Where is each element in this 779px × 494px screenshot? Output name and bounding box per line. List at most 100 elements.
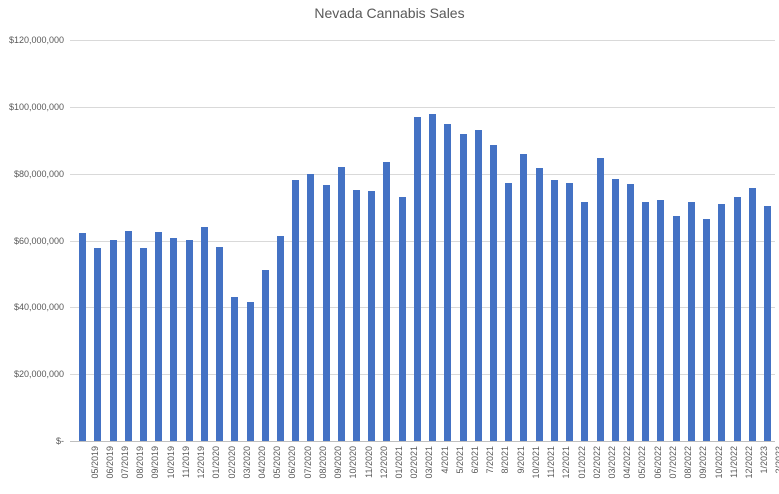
- x-axis-tick-label: 08/2020: [317, 446, 328, 479]
- bar-12/2022: [733, 196, 741, 441]
- x-axis-tick-label: 01/2021: [393, 446, 404, 479]
- x-axis-tick-label: 10/2019: [165, 446, 176, 479]
- x-axis-tick-label: 5/2021: [454, 446, 465, 474]
- bar-12/2021: [550, 180, 558, 441]
- x-axis-tick-label: 09/2020: [333, 446, 344, 479]
- bar-slot: [136, 40, 151, 441]
- x-axis-tick-label: 8/2021: [500, 446, 511, 474]
- plot-area: [70, 40, 775, 442]
- bar-1/2023: [748, 187, 756, 441]
- gridline: [70, 307, 775, 309]
- bar-06/2022: [642, 201, 650, 441]
- bar-8/2021: [490, 144, 498, 441]
- x-axis-tick-label: 10/2020: [348, 446, 359, 479]
- y-axis-tick-label: $100,000,000: [8, 101, 64, 112]
- bar-slot: [562, 40, 577, 441]
- bar-07/2020: [292, 180, 300, 441]
- x-axis-tick-label: 01/2022: [576, 446, 587, 479]
- bar-09/2020: [322, 184, 330, 441]
- bar-7/2021: [474, 129, 482, 441]
- x-axis-tick-label: 07/2020: [302, 446, 313, 479]
- y-axis-tick-label: $40,000,000: [13, 302, 64, 313]
- bar-slot: [760, 40, 775, 441]
- gridline: [70, 40, 775, 41]
- bar-10/2019: [155, 231, 163, 441]
- bar-11/2019: [170, 237, 178, 441]
- bar-slot: [592, 40, 607, 441]
- bar-slot: [501, 40, 516, 441]
- x-axis-tick-label: 03/2021: [424, 446, 435, 479]
- bar-slot: [425, 40, 440, 441]
- gridline: [70, 374, 775, 376]
- bar-9/2021: [505, 182, 513, 441]
- x-axis-tick-label: 11/2020: [363, 446, 374, 478]
- bar-slot: [349, 40, 364, 441]
- bar-slot: [273, 40, 288, 441]
- x-axis-tick-label: 12/2019: [196, 446, 207, 479]
- x-axis-tick-label: 09/2022: [698, 446, 709, 479]
- x-axis-tick-label: 11/2021: [546, 446, 557, 478]
- bar-series: [75, 40, 775, 441]
- bar-slot: [669, 40, 684, 441]
- x-axis-tick-label: 08/2019: [135, 446, 146, 479]
- bar-slot: [364, 40, 379, 441]
- bar-slot: [182, 40, 197, 441]
- bar-slot: [75, 40, 90, 441]
- bar-11/2022: [718, 204, 726, 441]
- x-axis-tick-label: 7/2021: [485, 446, 496, 474]
- x-axis-tick-label: 03/2020: [241, 446, 252, 479]
- bar-04/2020: [246, 301, 254, 441]
- x-axis-tick-label: 04/2020: [257, 446, 267, 479]
- gridline: [70, 173, 775, 175]
- bar-5/2021: [444, 123, 452, 441]
- bar-slot: [699, 40, 714, 441]
- bar-slot: [151, 40, 166, 441]
- bar-slot: [197, 40, 212, 441]
- bar-slot: [410, 40, 425, 441]
- bar-02/2020: [216, 246, 224, 441]
- bar-slot: [242, 40, 257, 441]
- bar-slot: [455, 40, 470, 441]
- x-axis-tick-label: 6/2021: [470, 446, 481, 474]
- bar-10/2020: [337, 167, 345, 441]
- bar-04/2022: [611, 179, 619, 441]
- x-axis-tick-label: 09/2019: [150, 446, 161, 479]
- bar-03/2021: [413, 116, 421, 441]
- bar-05/2019: [79, 233, 87, 441]
- x-axis-tick-label: 1/2023: [759, 446, 770, 474]
- x-axis-tick-label: 9/2021: [515, 446, 526, 474]
- bar-03/2022: [596, 157, 604, 441]
- x-axis-tick-label: 01/2020: [211, 446, 222, 479]
- x-axis-tick-label: 02/2022: [591, 446, 602, 479]
- x-axis-tick-label: 4/2021: [439, 446, 450, 474]
- bar-slot: [121, 40, 136, 441]
- bar-slot: [379, 40, 394, 441]
- bar-10/2021: [520, 153, 528, 441]
- bar-slot: [227, 40, 242, 441]
- bar-slot: [258, 40, 273, 441]
- bar-6/2021: [459, 133, 467, 441]
- bar-slot: [623, 40, 638, 441]
- bar-slot: [516, 40, 531, 441]
- bar-02/2022: [581, 201, 589, 441]
- x-axis-tick-label: 05/2022: [637, 446, 648, 479]
- bar-slot: [729, 40, 744, 441]
- gridline: [70, 240, 775, 242]
- bar-slot: [303, 40, 318, 441]
- bar-02/2021: [398, 197, 406, 441]
- y-axis-tick-label: $80,000,000: [13, 168, 64, 179]
- y-axis-tick-label: $20,000,000: [13, 369, 64, 380]
- x-axis-tick-label: 06/2019: [104, 446, 115, 479]
- x-axis-tick-label: 2/2023: [774, 446, 779, 474]
- bar-slot: [577, 40, 592, 441]
- x-axis-tick-label: 11/2019: [180, 446, 191, 478]
- gridline: [70, 106, 775, 108]
- bar-01/2021: [383, 162, 391, 441]
- bar-slot: [334, 40, 349, 441]
- bar-slot: [212, 40, 227, 441]
- bar-slot: [471, 40, 486, 441]
- bar-10/2022: [703, 219, 711, 441]
- x-axis-tick-label: 06/2020: [287, 446, 298, 479]
- bar-slot: [745, 40, 760, 441]
